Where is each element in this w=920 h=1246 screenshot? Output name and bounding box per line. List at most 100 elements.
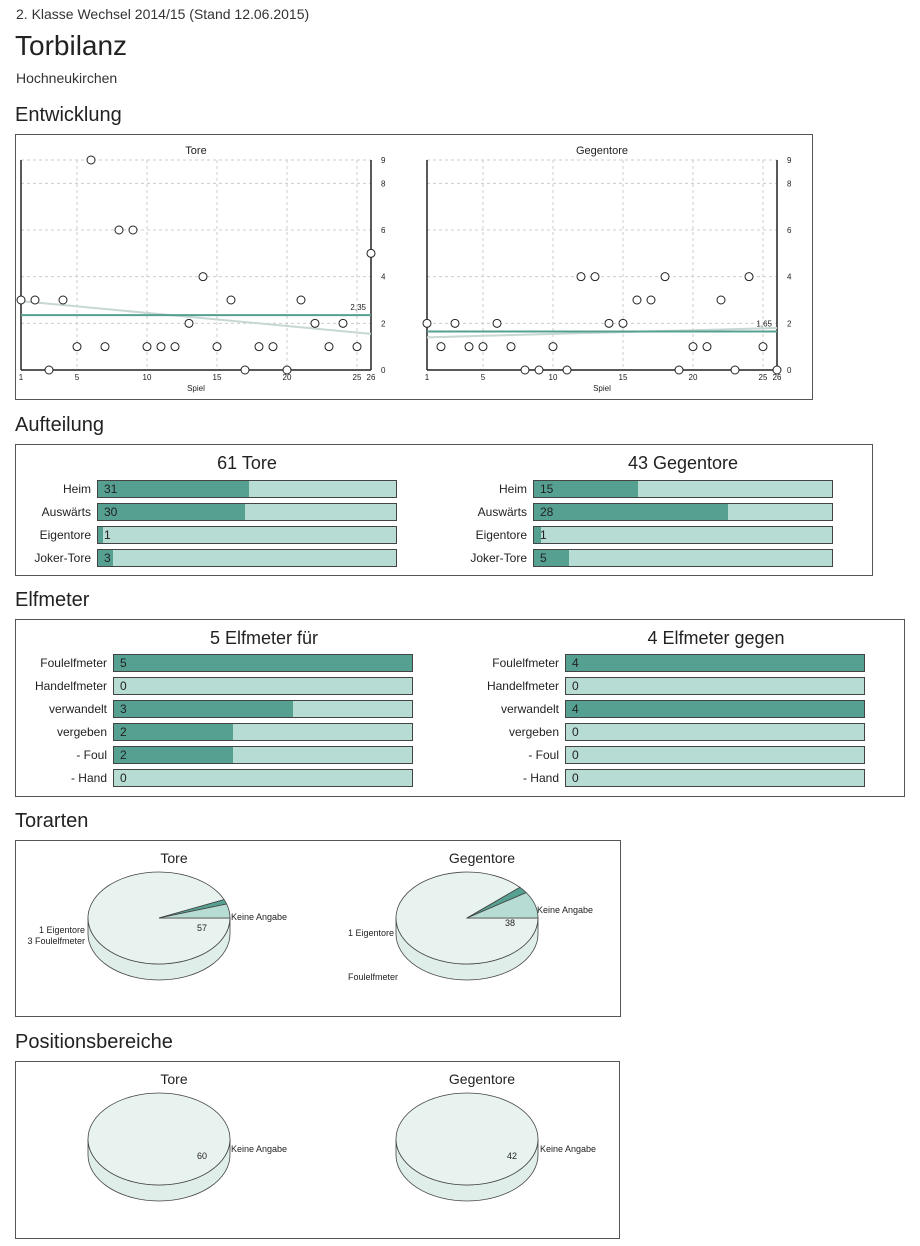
positionsbereiche-panel: Tore Keine Angabe 60 Gegentore Keine Angabe 4…: [15, 1061, 620, 1239]
pie-slice-label: 1 Eigentore: [39, 925, 85, 935]
y-tick-label: 6: [381, 226, 386, 235]
bar-value-label: 4: [572, 702, 579, 716]
bar-track: 2: [113, 723, 413, 741]
pie-slice-label: Keine Angabe: [231, 1144, 287, 1154]
pie-value-label: 42: [507, 1151, 517, 1161]
bar-fill: [98, 481, 250, 497]
bar-category-label: - Hand: [522, 771, 559, 785]
bar-fill: [98, 527, 103, 543]
y-tick-label: 6: [787, 226, 792, 235]
bar-chart-title: 43 Gegentore: [627, 453, 739, 473]
x-axis-label: Spiel: [593, 384, 611, 393]
positionsbereiche-charts: Tore Keine Angabe 60 Gegentore Keine Angabe 4…: [87, 1071, 596, 1202]
data-point: [156, 342, 166, 352]
data-point: [618, 318, 628, 328]
data-point: [310, 318, 320, 328]
data-point: [660, 272, 670, 282]
data-point: [576, 272, 586, 282]
data-point: [86, 155, 96, 165]
bar-category-label: Eigentore: [39, 528, 91, 542]
data-point: [632, 295, 642, 305]
bar-track: 0: [565, 677, 865, 695]
data-point: [282, 365, 292, 375]
data-point: [198, 272, 208, 282]
bar-value-label: 0: [572, 679, 579, 693]
bar-fill: [566, 701, 864, 717]
y-tick-label: 0: [381, 366, 386, 375]
x-axis-label: Spiel: [187, 384, 205, 393]
x-tick-label: 1: [425, 373, 430, 382]
team-name: Hochneukirchen: [16, 70, 118, 86]
bar-fill: [534, 481, 638, 497]
bar-track: 1: [533, 526, 833, 544]
chart-title: Tore: [185, 145, 206, 157]
bar-fill: [114, 724, 234, 740]
data-point: [646, 295, 656, 305]
data-point: [142, 342, 152, 352]
pie-slice-label: Keine Angabe: [537, 905, 593, 915]
data-point: [562, 365, 572, 375]
data-point: [30, 295, 40, 305]
data-point: [604, 318, 614, 328]
data-point: [44, 365, 54, 375]
data-point: [226, 295, 236, 305]
data-point: [548, 342, 558, 352]
bar-value-label: 0: [572, 771, 579, 785]
y-tick-label: 2: [787, 319, 792, 328]
bar-category-label: Eigentore: [475, 528, 527, 542]
bar-category-label: Handelfmeter: [34, 679, 107, 693]
bar-track: 3: [97, 549, 397, 567]
bar-category-label: Foulelfmeter: [492, 656, 559, 670]
data-point: [436, 342, 446, 352]
data-point: [58, 295, 68, 305]
data-point: [100, 342, 110, 352]
pie-slice: [395, 1092, 539, 1186]
pie-chart-7: Gegentore Keine Angabe 38 1 Eigentore Foulel…: [348, 850, 593, 982]
bar-track: 1: [97, 526, 397, 544]
data-point: [114, 225, 124, 235]
bar-value-label: 1: [540, 528, 547, 542]
bar-fill: [114, 747, 234, 763]
data-point: [492, 318, 502, 328]
data-point: [688, 342, 698, 352]
bar-track: 0: [565, 769, 865, 787]
bar-fill: [98, 504, 245, 520]
pie-slice: [158, 903, 231, 919]
page-title: Torbilanz: [15, 30, 128, 61]
x-tick-label: 25: [353, 373, 362, 382]
bar-category-label: verwandelt: [48, 702, 107, 716]
bar-chart-title: 5 Elfmeter für: [209, 628, 319, 648]
data-point: [534, 365, 544, 375]
pie-slice-label: 3 Foulelfmeter: [27, 936, 85, 946]
bar-category-label: Handelfmeter: [486, 679, 559, 693]
average-label: 1,65: [756, 320, 772, 329]
data-point: [716, 295, 726, 305]
y-tick-label: 2: [381, 319, 386, 328]
data-point: [674, 365, 684, 375]
bar-track: 2: [113, 746, 413, 764]
bar-value-label: 31: [104, 482, 118, 496]
bar-category-label: vergeben: [508, 725, 559, 739]
x-tick-label: 26: [367, 373, 376, 382]
bar-value-label: 0: [120, 771, 127, 785]
bar-value-label: 3: [120, 702, 127, 716]
bar-value-label: 2: [120, 748, 127, 762]
x-tick-label: 25: [759, 373, 768, 382]
bar-category-label: Heim: [498, 482, 527, 496]
x-tick-label: 10: [143, 373, 152, 382]
bar-value-label: 30: [104, 505, 118, 519]
elfmeter-panel: 5 Elfmeter für Foulelfmeter 5 Handelfmeter 0…: [15, 619, 905, 797]
bar-track: 28: [533, 503, 833, 521]
pie-value-label: 38: [505, 918, 515, 928]
bar-category-label: - Foul: [528, 748, 559, 762]
bar-category-label: Foulelfmeter: [40, 656, 107, 670]
bar-chart-title: 61 Tore: [217, 453, 277, 473]
data-point: [16, 295, 26, 305]
bar-category-label: - Foul: [76, 748, 107, 762]
data-point: [366, 248, 376, 258]
bar-track: 4: [565, 700, 865, 718]
